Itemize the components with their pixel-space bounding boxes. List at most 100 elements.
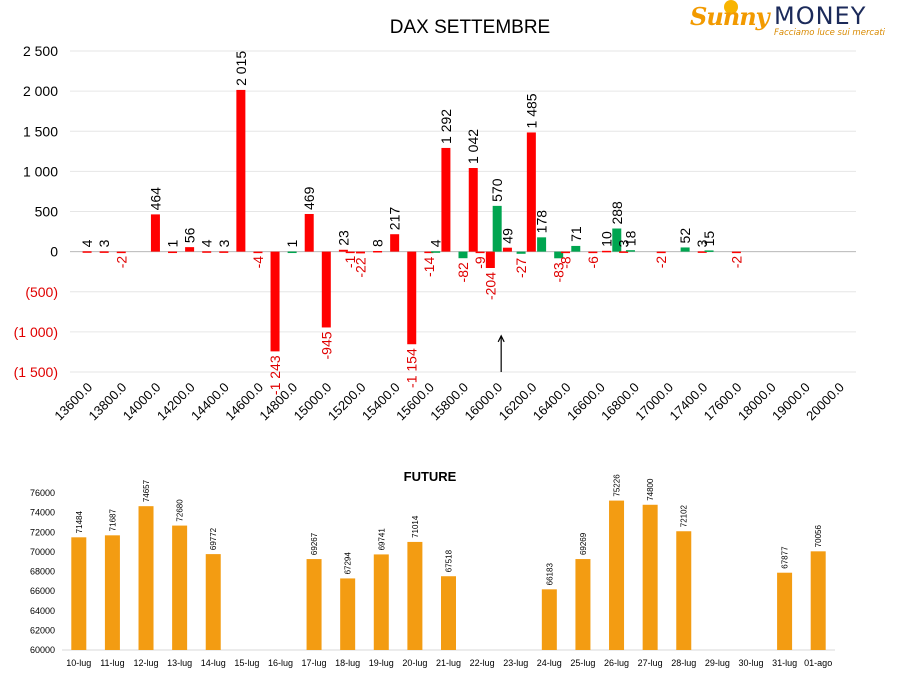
data-label: -4 (250, 256, 266, 269)
data-label: -8 (558, 256, 574, 269)
bar (619, 251, 629, 253)
y-tick-label: 0 (50, 244, 58, 260)
bar (236, 89, 246, 252)
x-tick-label: 28-lug (671, 658, 696, 668)
data-label: 71 (568, 226, 584, 242)
data-label: 71484 (75, 511, 84, 534)
bar (612, 228, 622, 252)
y-tick-label: 62000 (30, 625, 55, 635)
x-tick-label: 27-lug (638, 658, 663, 668)
bar (602, 250, 612, 253)
bar (116, 251, 126, 254)
data-label: 4 (428, 239, 444, 247)
x-tick-label: 01-ago (804, 658, 832, 668)
y-tick-label: 74000 (30, 508, 55, 518)
data-label: 1 (284, 240, 300, 248)
future-chart: FUTURE 76000 74000 72000 70000 68000 66000 6400… (30, 469, 835, 668)
data-label: 1 292 (438, 109, 454, 144)
sunny-money-logo: Sunny MONEY Facciamo luce sui mercati (690, 0, 890, 42)
data-label: -1 243 (267, 355, 283, 395)
y-tick-label: 2 500 (23, 43, 58, 59)
bar (575, 559, 591, 650)
data-label: 70056 (814, 525, 823, 548)
data-label: 74800 (646, 478, 655, 501)
data-label: 67518 (445, 549, 454, 572)
y-tick-label: 64000 (30, 606, 55, 616)
bar (71, 537, 87, 650)
data-label: 464 (147, 187, 163, 211)
bar (172, 525, 188, 650)
bar (431, 251, 441, 253)
chart-title: FUTURE (404, 469, 457, 484)
bar (516, 251, 526, 254)
x-tick-label: 17-lug (302, 658, 327, 668)
bar (150, 214, 160, 252)
bar (485, 251, 495, 268)
y-tick-label: 68000 (30, 567, 55, 577)
data-label: 288 (609, 201, 625, 225)
x-tick-label: 10-lug (66, 658, 91, 668)
bar (407, 251, 417, 345)
data-label: 52 (677, 228, 693, 244)
data-label: 4 (79, 239, 95, 247)
bar (355, 251, 365, 254)
bar (537, 237, 547, 252)
bar (287, 251, 297, 254)
data-label: -27 (513, 258, 529, 278)
chart-title: DAX SETTEMBRE (390, 17, 550, 38)
data-label: -2 (728, 256, 744, 269)
bar (345, 251, 355, 254)
bar (458, 251, 468, 259)
bar (777, 572, 793, 650)
data-label: -1 (342, 255, 358, 268)
x-tick-label: 14-lug (201, 658, 226, 668)
x-tick-label: 23-lug (503, 658, 528, 668)
bar (541, 589, 557, 650)
bar (373, 250, 383, 253)
logo-tagline: Facciamo luce sui mercati (774, 28, 886, 38)
data-label: 3 (96, 239, 112, 247)
data-label: 67877 (781, 546, 790, 569)
data-label: 178 (534, 210, 550, 234)
data-label: -945 (318, 331, 334, 359)
x-tick-label: 24-lug (537, 658, 562, 668)
x-tick-label: 13-lug (167, 658, 192, 668)
x-tick-label: 18-lug (335, 658, 360, 668)
data-label: 3 (694, 239, 710, 247)
data-label: -2 (653, 256, 669, 269)
y-tick-label: 76000 (30, 488, 55, 498)
bar (219, 251, 229, 253)
bar (810, 551, 826, 650)
data-label: 18 (622, 230, 638, 246)
x-tick-label: 12-lug (134, 658, 159, 668)
bar (561, 251, 571, 254)
data-label: 69267 (310, 532, 319, 555)
y-tick-label: (1 000) (14, 324, 58, 340)
x-tick-label: 19-lug (369, 658, 394, 668)
bar (656, 251, 666, 254)
data-label: 49 (499, 228, 515, 244)
y-tick-label: 2 000 (23, 83, 58, 99)
data-label: 1 485 (523, 93, 539, 128)
bar (373, 554, 389, 650)
data-label: -22 (352, 257, 368, 277)
data-label: 3 (616, 239, 632, 247)
logo-brand-part1: Sunny (690, 2, 770, 31)
data-label: 69772 (209, 527, 218, 550)
data-label: 66183 (545, 563, 554, 586)
y-tick-label: 66000 (30, 586, 55, 596)
bar (340, 578, 356, 650)
data-label: 10 (599, 231, 615, 247)
data-label: 23 (335, 230, 351, 246)
bar (390, 234, 400, 252)
x-tick-label: 16-lug (268, 658, 293, 668)
y-tick-label: 72000 (30, 527, 55, 537)
x-tick-label: 26-lug (604, 658, 629, 668)
bar (104, 535, 120, 650)
data-label: 15 (701, 231, 717, 247)
data-label: 570 (489, 178, 505, 202)
data-label: -14 (421, 257, 437, 277)
x-tick-label: 25-lug (570, 658, 595, 668)
y-tick-label: 500 (35, 204, 59, 220)
x-tick-label: 22-lug (470, 658, 495, 668)
